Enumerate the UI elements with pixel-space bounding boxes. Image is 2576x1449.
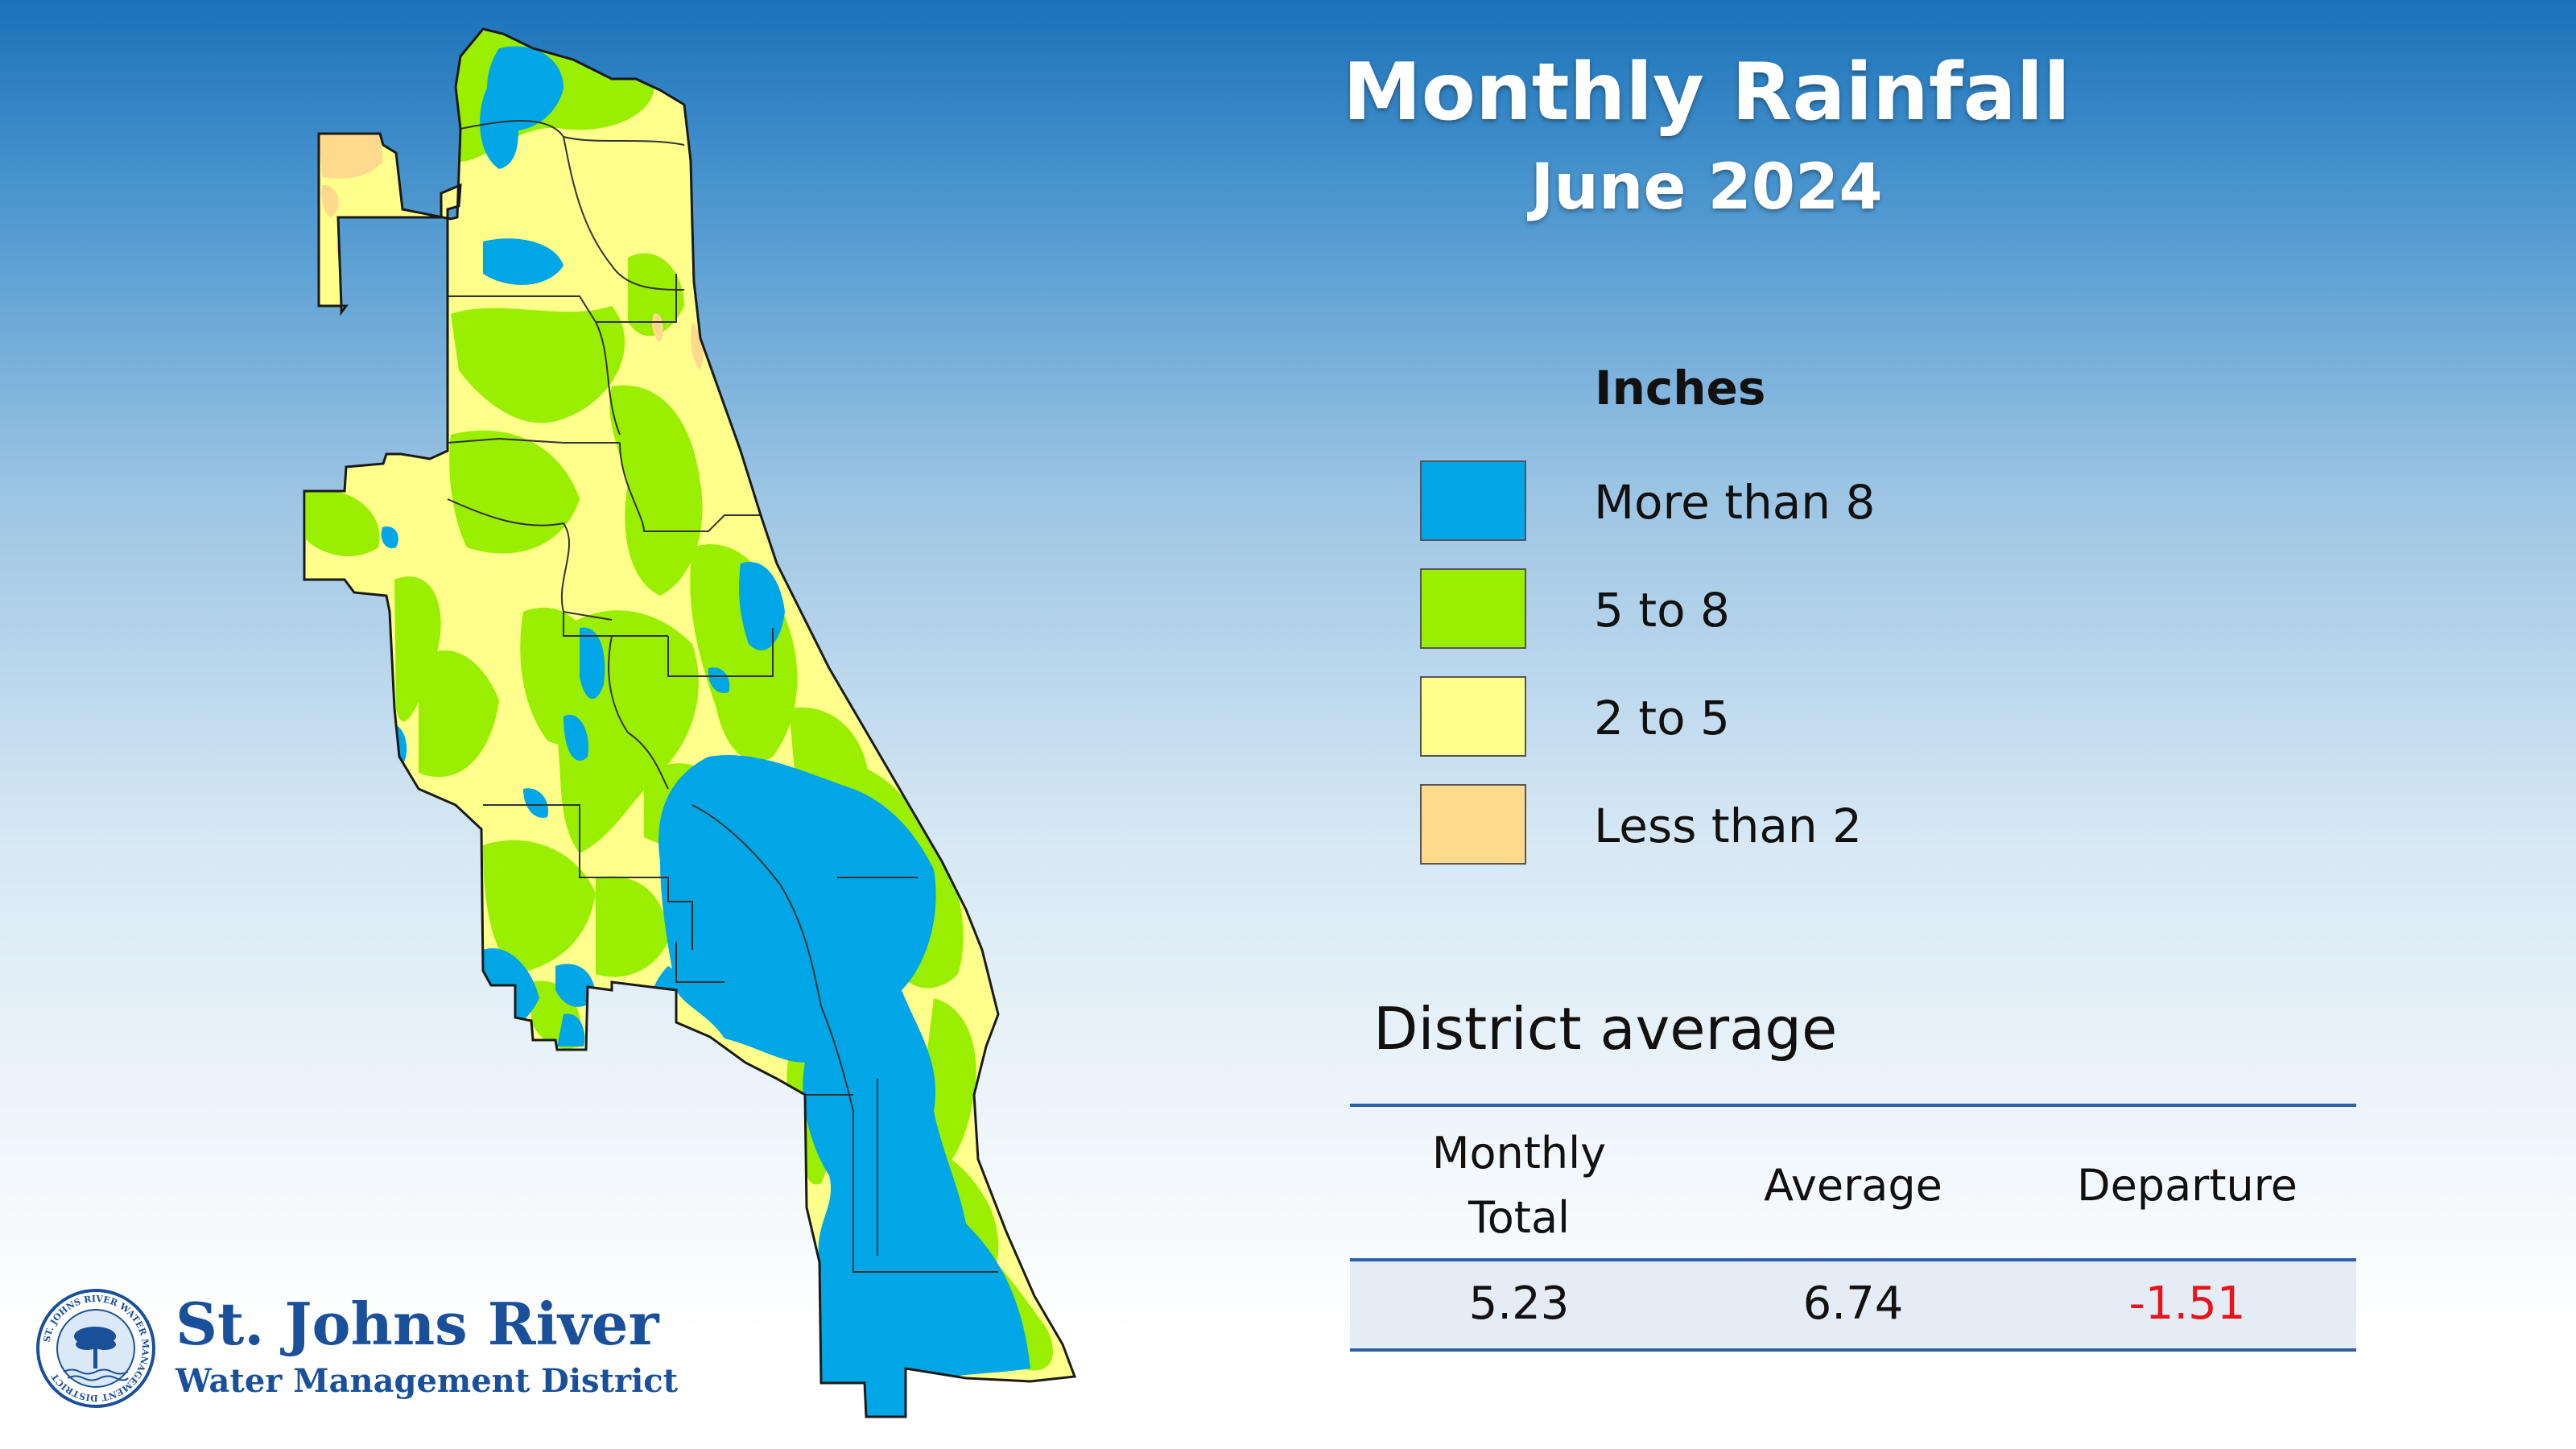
- district-map-svg: [303, 27, 1076, 1418]
- header-monthly-total-line2: Total: [1468, 1192, 1571, 1243]
- legend-label: Less than 2: [1594, 799, 1862, 853]
- legend-item-2-to-5: 2 to 5: [1420, 676, 2145, 760]
- sjrwmd-logo: ST. JOHNS RIVER WATER MANAGEMENT DISTRIC…: [35, 1288, 696, 1409]
- legend-swatch-yellow: [1420, 676, 1526, 757]
- table-rule-bottom: [1350, 1348, 2356, 1352]
- page-title: Monthly Rainfall: [1343, 47, 2070, 138]
- legend-swatch-green: [1420, 568, 1526, 649]
- header-monthly-total-line1: Monthly: [1431, 1128, 1607, 1179]
- header-average: Average: [1764, 1160, 1942, 1211]
- rainfall-map: [303, 27, 1076, 1418]
- average-value: 6.74: [1802, 1278, 1904, 1330]
- logo-subtitle: Water Management District: [175, 1362, 679, 1400]
- legend-label: 5 to 8: [1594, 583, 1730, 638]
- legend-swatch-blue: [1420, 460, 1526, 541]
- page-subtitle: June 2024: [1530, 151, 1883, 224]
- header-departure: Departure: [2076, 1160, 2297, 1211]
- county-boundaries: [447, 120, 998, 1273]
- table-rule-top: [1350, 1104, 2356, 1107]
- table-rule-mid: [1350, 1258, 2356, 1261]
- legend-item-less-than-2: Less than 2: [1420, 784, 2145, 868]
- zone-2-to-5-base: [304, 29, 1075, 1417]
- legend-swatch-orange: [1420, 784, 1526, 865]
- district-average-title: District average: [1373, 995, 1838, 1063]
- legend-item-5-to-8: 5 to 8: [1420, 568, 2145, 652]
- departure-value: -1.51: [2128, 1278, 2246, 1330]
- legend-label: 2 to 5: [1594, 691, 1730, 745]
- zones-more-than-8: [381, 46, 1030, 1417]
- monthly-total-value: 5.23: [1468, 1278, 1570, 1330]
- legend-title: Inches: [1595, 361, 1766, 415]
- header-monthly-total: Monthly Total: [1350, 1121, 1688, 1250]
- legend-item-more-than-8: More than 8: [1420, 460, 2145, 544]
- legend-label: More than 8: [1594, 475, 1876, 530]
- district-seal-icon: ST. JOHNS RIVER WATER MANAGEMENT DISTRIC…: [36, 1289, 155, 1408]
- logo-name: St. Johns River: [175, 1290, 659, 1358]
- rainfall-zones: [304, 29, 1075, 1417]
- table-value-band: [1350, 1261, 2356, 1348]
